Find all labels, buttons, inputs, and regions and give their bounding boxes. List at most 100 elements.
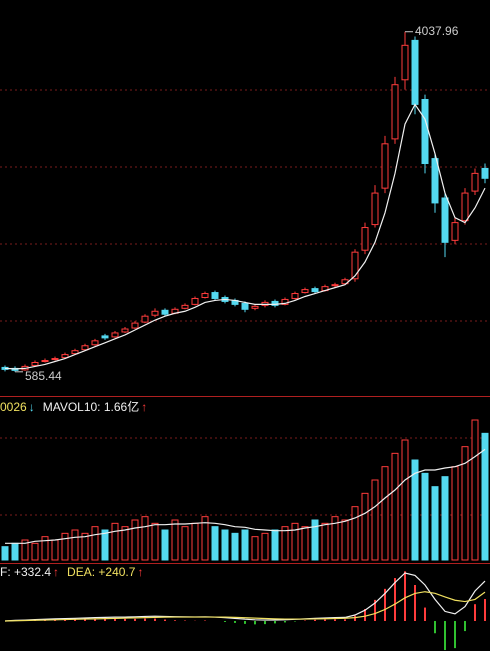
candle-body bbox=[311, 288, 319, 293]
candle-body bbox=[431, 158, 439, 204]
volume-bar bbox=[301, 526, 309, 561]
volume-bar bbox=[321, 522, 329, 561]
legend-text: F: +332.4 bbox=[0, 565, 51, 579]
volume-bar bbox=[281, 526, 289, 561]
volume-bar bbox=[61, 532, 69, 561]
candle-body bbox=[131, 322, 139, 329]
candle-body bbox=[391, 84, 399, 140]
volume-bar bbox=[251, 536, 259, 561]
volume-bar bbox=[431, 486, 439, 561]
candle-body bbox=[291, 293, 299, 299]
candle-body bbox=[161, 309, 169, 315]
candle-body bbox=[91, 340, 99, 346]
legend-arrow: ↑ bbox=[141, 400, 147, 414]
candle-body bbox=[421, 98, 429, 165]
volume-bar bbox=[441, 476, 449, 561]
candle-body bbox=[101, 335, 109, 339]
candle-body bbox=[331, 284, 339, 287]
volume-bar bbox=[151, 522, 159, 561]
legend-arrow: ↑ bbox=[53, 565, 59, 579]
dif-line bbox=[4, 572, 486, 622]
volume-bar bbox=[391, 452, 399, 561]
candle-body bbox=[361, 227, 369, 251]
volume-bar bbox=[31, 542, 39, 561]
candle-body bbox=[211, 292, 219, 299]
volume-bar bbox=[161, 529, 169, 561]
volume-bar bbox=[71, 529, 79, 561]
volume-legend: 0026 ↓ MAVOL10: 1.66亿 ↑ bbox=[0, 399, 147, 414]
volume-bar bbox=[181, 526, 189, 561]
candle-body bbox=[31, 361, 39, 366]
candle-body bbox=[371, 192, 379, 226]
candle-body bbox=[461, 192, 469, 222]
volume-bar bbox=[271, 529, 279, 561]
volume-bar bbox=[311, 519, 319, 561]
volume-bar bbox=[331, 516, 339, 561]
volume-bar bbox=[261, 532, 269, 561]
volume-bar bbox=[241, 529, 249, 561]
volume-bar bbox=[341, 519, 349, 561]
candle-body bbox=[301, 289, 309, 294]
candle-body bbox=[111, 332, 119, 338]
volume-bar bbox=[411, 459, 419, 561]
volume-bar bbox=[211, 526, 219, 561]
macd-legend: F: +332.4 ↑ DEA: +240.7 ↑ bbox=[0, 565, 143, 579]
volume-bar bbox=[191, 522, 199, 561]
volume-bar bbox=[351, 506, 359, 561]
candle-body bbox=[381, 143, 389, 189]
candle-body bbox=[201, 293, 209, 298]
mavol-line bbox=[5, 448, 486, 544]
candle-body bbox=[271, 300, 279, 306]
volume-bar bbox=[11, 542, 19, 561]
candle-body bbox=[141, 315, 149, 323]
candle-body bbox=[41, 360, 49, 363]
candle-body bbox=[81, 345, 89, 351]
volume-bar bbox=[221, 529, 229, 561]
candle-body bbox=[191, 297, 199, 305]
volume-bar bbox=[361, 492, 369, 561]
volume-bar bbox=[461, 446, 469, 561]
volume-bar bbox=[381, 466, 389, 561]
volume-bar bbox=[371, 479, 379, 561]
volume-bar bbox=[171, 519, 179, 561]
candle-body bbox=[451, 222, 459, 241]
legend-text: MAVOL10: 1.66亿 bbox=[43, 399, 140, 414]
candle-body bbox=[51, 358, 59, 361]
volume-bar bbox=[81, 532, 89, 561]
candle-body bbox=[241, 302, 249, 310]
legend-text: DEA: +240.7 bbox=[67, 565, 136, 579]
volume-bar bbox=[421, 472, 429, 561]
volume-bar bbox=[121, 526, 129, 561]
candle-body bbox=[441, 197, 449, 243]
volume-bar bbox=[401, 439, 409, 561]
volume-bar bbox=[231, 532, 239, 561]
volume-bar bbox=[111, 522, 119, 561]
dea-line bbox=[4, 591, 486, 622]
volume-bar bbox=[51, 539, 59, 561]
low-label: 585.44 bbox=[25, 369, 62, 383]
moving-average bbox=[4, 103, 486, 370]
volume-bar bbox=[101, 529, 109, 561]
candle-body bbox=[151, 310, 159, 316]
candle-body bbox=[411, 39, 419, 105]
candle-body bbox=[181, 304, 189, 309]
legend-arrow: ↓ bbox=[29, 400, 35, 414]
volume-bar bbox=[1, 546, 9, 561]
candle-body bbox=[481, 167, 489, 179]
volume-bar bbox=[291, 522, 299, 561]
volume-bar bbox=[131, 519, 139, 561]
candle-body bbox=[61, 354, 69, 359]
legend-text: 0026 bbox=[0, 400, 27, 414]
legend-arrow: ↑ bbox=[137, 565, 143, 579]
volume-bar bbox=[21, 539, 29, 561]
high-label: 4037.96 bbox=[415, 24, 459, 38]
volume-bar bbox=[451, 466, 459, 561]
candle-body bbox=[71, 350, 79, 355]
candle-body bbox=[121, 328, 129, 333]
candle-body bbox=[351, 251, 359, 280]
volume-bar bbox=[471, 419, 479, 561]
candle-body bbox=[471, 172, 479, 192]
candle-body bbox=[401, 44, 409, 81]
volume-bar bbox=[41, 536, 49, 561]
